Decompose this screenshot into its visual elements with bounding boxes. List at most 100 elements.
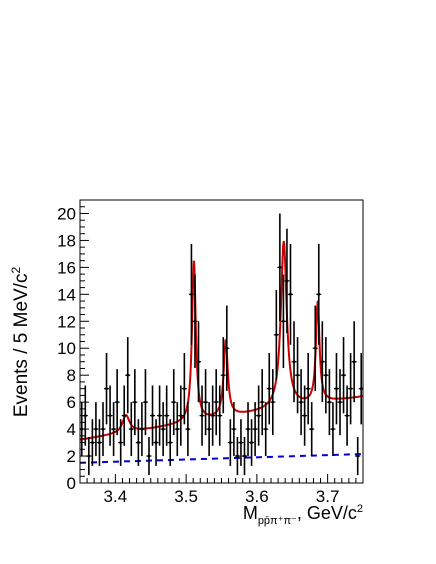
y-tick-label: 0 [67,474,76,493]
data-point [136,441,140,444]
x-axis-label-prefix: M [243,503,258,523]
data-point [250,441,253,444]
data-point [179,414,183,418]
data-point [122,414,126,418]
x-tick-label: 3.5 [174,487,198,506]
data-point [190,292,193,296]
data-point [264,427,268,431]
data-point [274,333,278,337]
data-point [98,441,101,444]
data-point [154,441,158,444]
x-tick-label: 3.6 [245,487,269,506]
data-point [105,387,108,391]
data-point [129,427,133,431]
data-point [271,400,275,404]
data-point [228,441,232,444]
data-point [144,400,147,404]
data-point [211,414,215,418]
data-point [147,454,151,458]
data-point [161,427,165,431]
data-point [282,319,285,323]
y-tick-label: 20 [57,204,76,223]
data-point [204,400,207,404]
data-point [119,441,123,444]
y-tick-label: 2 [67,447,76,466]
x-axis-label-suffix: , GeV/c [297,503,357,523]
data-point [327,400,331,404]
data-point [352,360,356,364]
data-point [278,265,282,269]
data-point [267,387,271,391]
data-point [168,441,172,444]
data-point [101,427,105,431]
data-point [207,427,211,431]
data-point [133,400,137,404]
data-point [324,373,328,377]
y-tick-label: 10 [57,339,76,358]
data-point [225,346,229,350]
data-point [292,360,296,364]
x-axis-label-superscript: 2 [357,503,363,515]
data-point [232,427,236,431]
data-point [335,387,338,391]
data-point [115,400,119,404]
data-point [299,400,303,404]
data-point [90,441,94,444]
data-point [197,360,200,364]
data-point [289,292,292,296]
data-point [260,400,264,404]
data-point [193,319,197,323]
data-point [303,414,307,418]
data-point [345,414,349,418]
data-point [257,414,261,418]
data-point [342,373,345,377]
data-point [186,427,190,431]
data-point [158,414,161,418]
y-tick-label: 6 [67,393,76,412]
y-tick-label: 8 [67,366,76,385]
data-point [218,414,222,418]
x-tick-label: 3.7 [316,487,340,506]
data-point [306,387,310,391]
data-point [108,414,112,418]
data-point [349,387,353,391]
data-point [172,400,176,404]
y-tick-label: 18 [57,231,76,250]
y-tick-label: 4 [67,420,76,439]
background-fit-line [80,453,363,464]
data-point [221,373,225,377]
data-point [253,427,257,431]
data-point [151,414,154,418]
data-point [285,279,289,283]
y-axis-label-superscript: 2 [9,267,23,274]
data-point [175,427,179,431]
x-axis-label: Mpp̄π⁺π⁻, GeV/c2 [243,503,363,527]
data-point [356,454,360,458]
data-point [236,454,239,458]
data-point [359,387,363,391]
series-layer [80,213,363,476]
data-point [83,414,87,418]
data-point [140,427,144,431]
data-point [112,427,116,431]
data-point [331,427,335,431]
data-point [94,427,98,431]
x-tick-label: 3.4 [104,487,128,506]
data-point [296,373,299,377]
data-point [126,373,130,377]
data-point [239,441,243,444]
data-point [165,414,169,418]
data-point [338,400,342,404]
data-point [214,400,218,404]
data-point [317,292,321,296]
x-axis-label-subscript: pp̄π⁺π⁻ [258,515,297,527]
data-point [243,454,246,458]
data-point [313,346,317,350]
y-tick-label: 12 [57,312,76,331]
data-point [182,387,186,391]
y-tick-label: 16 [57,258,76,277]
axes-layer: 0 2 4 6 8 10 12 14 16 18 20 3.4 3.5 3.6 3.7 [57,204,364,506]
data-point [310,427,314,431]
